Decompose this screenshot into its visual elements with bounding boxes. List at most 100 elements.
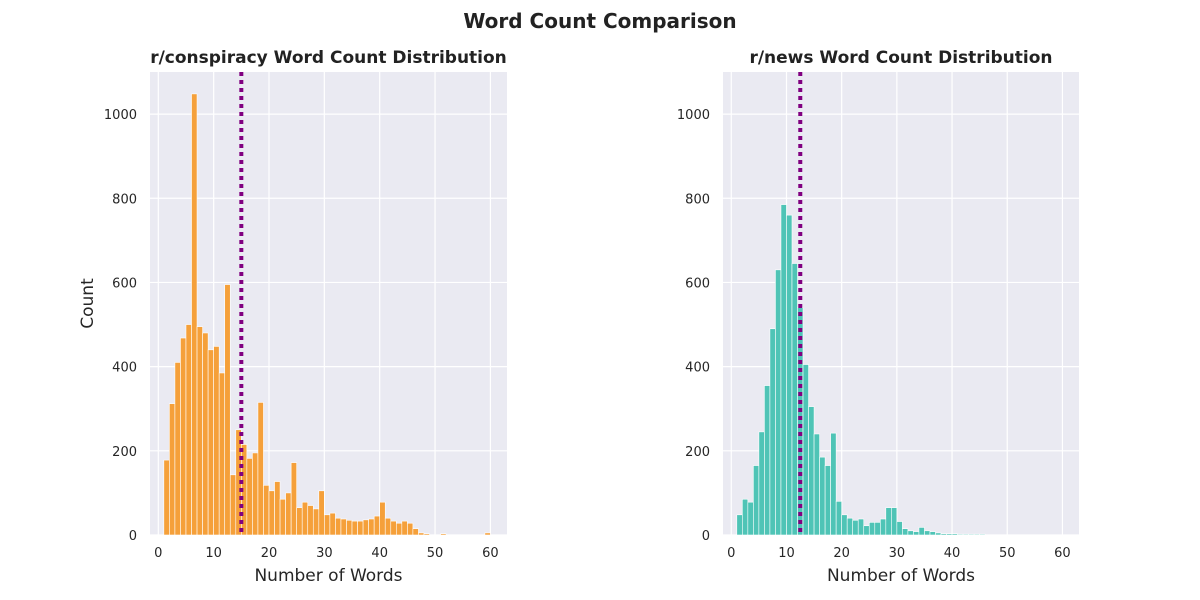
bar-conspiracy-3: [180, 337, 187, 536]
bar-conspiracy-20: [274, 481, 281, 536]
y-tick-label-conspiracy-1: 200: [112, 445, 137, 460]
bar-conspiracy-40: [384, 517, 392, 536]
bar-news-26: [880, 518, 887, 536]
bar-conspiracy-58: [484, 532, 491, 536]
y-tick-label-news-0: 0: [702, 529, 710, 544]
bar-conspiracy-47: [423, 533, 430, 536]
x-tick-label-news-2: 20: [833, 546, 850, 561]
bar-news-18: [835, 501, 842, 536]
bar-conspiracy-19: [268, 490, 275, 536]
bar-news-0: [736, 514, 743, 536]
bar-conspiracy-33: [346, 519, 353, 536]
bar-news-43: [973, 533, 980, 536]
bar-conspiracy-9: [213, 346, 220, 536]
bar-news-2: [747, 501, 754, 536]
bar-conspiracy-5: [191, 93, 198, 536]
bar-news-9: [786, 214, 793, 536]
bar-conspiracy-10: [218, 372, 226, 536]
y-tick-label-conspiracy-5: 1000: [104, 108, 137, 123]
bar-conspiracy-44: [407, 522, 414, 536]
y-tick-label-conspiracy-2: 400: [112, 361, 137, 376]
bar-conspiracy-24: [296, 507, 303, 536]
bar-news-12: [802, 364, 809, 536]
bar-news-33: [918, 527, 925, 536]
bar-news-32: [913, 531, 920, 536]
panel-news: r/news Word Count Distribution 0 10 20 30 40 5…: [677, 48, 1079, 586]
bar-conspiracy-29: [324, 514, 331, 536]
y-tick-label-conspiracy-3: 600: [112, 276, 137, 291]
bar-conspiracy-17: [257, 402, 264, 536]
bar-conspiracy-22: [285, 492, 292, 536]
bar-news-28: [891, 507, 898, 536]
x-tick-label-conspiracy-1: 10: [205, 546, 222, 561]
bar-news-7: [775, 269, 782, 536]
bar-conspiracy-38: [373, 515, 380, 536]
bar-news-34: [924, 530, 931, 536]
bar-news-8: [780, 204, 787, 536]
bar-news-31: [907, 530, 914, 536]
bar-news-3: [753, 465, 760, 536]
bar-news-5: [764, 385, 771, 536]
bar-news-21: [852, 519, 859, 536]
bar-news-38: [946, 533, 953, 536]
bar-news-27: [885, 507, 892, 536]
bar-news-39: [951, 533, 958, 536]
bar-news-13: [808, 406, 815, 536]
bar-conspiracy-42: [396, 522, 403, 536]
bar-conspiracy-50: [440, 533, 447, 536]
x-tick-label-news-3: 30: [889, 546, 906, 561]
x-tick-label-conspiracy-4: 40: [371, 546, 388, 561]
bar-conspiracy-23: [290, 462, 297, 536]
bar-conspiracy-15: [246, 458, 253, 536]
x-tick-label-news-1: 10: [778, 546, 795, 561]
bar-news-22: [857, 518, 865, 536]
bar-conspiracy-46: [418, 532, 425, 536]
bar-conspiracy-43: [401, 520, 408, 536]
bar-conspiracy-30: [329, 512, 336, 536]
bar-conspiracy-25: [301, 501, 309, 536]
y-tick-label-news-1: 200: [685, 445, 710, 460]
bar-news-23: [863, 525, 870, 536]
y-axis-label-conspiracy: Count: [78, 278, 98, 329]
figure-title: Word Count Comparison: [463, 9, 736, 33]
bar-conspiracy-18: [263, 485, 270, 536]
panel-title-news: r/news Word Count Distribution: [749, 48, 1052, 68]
bar-conspiracy-35: [357, 520, 364, 536]
x-tick-label-news-5: 50: [999, 546, 1016, 561]
y-tick-label-news-4: 800: [685, 192, 710, 207]
bar-news-17: [830, 432, 837, 536]
bar-news-29: [896, 521, 903, 536]
bar-conspiracy-37: [368, 518, 375, 536]
bar-conspiracy-28: [318, 490, 325, 536]
bar-conspiracy-4: [185, 324, 192, 536]
bar-conspiracy-11: [224, 284, 231, 536]
panel-conspiracy: r/conspiracy Word Count Distribution 0 10 2…: [78, 48, 507, 586]
bar-news-30: [902, 528, 909, 536]
bar-conspiracy-7: [202, 332, 209, 536]
x-tick-label-conspiracy-2: 20: [261, 546, 278, 561]
bar-conspiracy-36: [362, 519, 369, 536]
y-tick-label-news-2: 400: [685, 361, 710, 376]
bar-news-44: [979, 533, 986, 536]
bar-news-20: [846, 517, 854, 536]
bar-news-36: [935, 532, 942, 536]
y-tick-label-news-3: 600: [685, 276, 710, 291]
bar-conspiracy-16: [252, 452, 259, 536]
bar-news-11: [797, 307, 804, 536]
panel-title-conspiracy: r/conspiracy Word Count Distribution: [150, 48, 507, 68]
bar-conspiracy-8: [207, 349, 214, 536]
x-tick-label-news-0: 0: [727, 546, 735, 561]
y-tick-label-news-5: 1000: [677, 108, 710, 123]
y-tick-label-conspiracy-0: 0: [129, 529, 137, 544]
bar-news-1: [742, 498, 749, 536]
bar-news-19: [841, 514, 848, 536]
x-axis-label-news: Number of Words: [827, 566, 975, 586]
bar-news-35: [929, 531, 936, 536]
bar-conspiracy-1: [169, 403, 176, 536]
bar-conspiracy-41: [390, 520, 397, 536]
x-tick-label-conspiracy-0: 0: [154, 546, 162, 561]
bar-news-40: [957, 533, 964, 536]
bar-conspiracy-21: [279, 498, 286, 536]
bar-news-15: [819, 456, 826, 536]
bar-conspiracy-2: [174, 362, 181, 536]
